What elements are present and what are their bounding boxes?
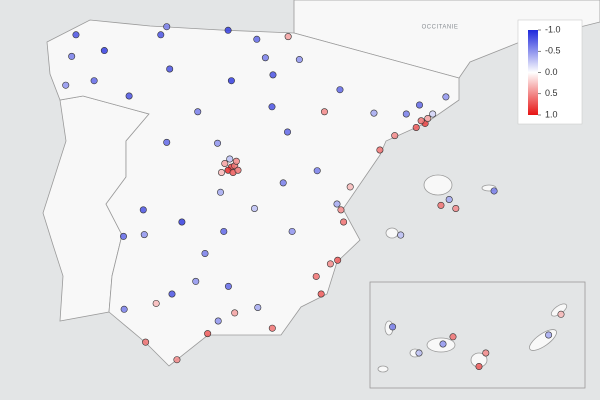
station-point	[334, 256, 342, 264]
station-point	[201, 250, 209, 258]
station-point	[269, 71, 277, 79]
station-point	[295, 56, 303, 64]
station-point	[326, 260, 334, 268]
station-point	[120, 305, 128, 313]
station-point	[279, 179, 287, 187]
station-point	[417, 117, 425, 125]
station-point	[437, 201, 445, 209]
colorbar-tick-label: 0.0	[545, 67, 558, 77]
points	[62, 23, 565, 370]
station-point	[62, 81, 70, 89]
station-point	[224, 282, 232, 290]
station-point	[545, 331, 553, 339]
station-point	[557, 310, 565, 318]
station-point	[125, 92, 133, 100]
ibiza	[385, 227, 399, 239]
station-point	[204, 330, 212, 338]
station-point	[157, 31, 165, 39]
colorbar	[528, 30, 538, 115]
station-point	[224, 26, 232, 34]
station-point	[227, 77, 235, 85]
station-point	[475, 362, 483, 370]
colorbar-tick-label: 0.5	[545, 88, 558, 98]
station-point	[173, 356, 181, 364]
station-point	[391, 132, 399, 140]
station-point	[90, 77, 98, 85]
station-point	[217, 188, 225, 196]
station-point	[312, 272, 320, 280]
mallorca	[423, 174, 453, 196]
station-point	[234, 166, 242, 174]
colorbar-tick-label: 1.0	[545, 109, 558, 119]
station-point	[168, 290, 176, 298]
station-point	[482, 349, 490, 357]
station-point	[232, 157, 240, 165]
station-point	[389, 323, 397, 331]
station-point	[68, 52, 76, 60]
station-point	[284, 33, 292, 41]
station-point	[415, 349, 423, 357]
station-point	[192, 277, 200, 285]
station-point	[288, 227, 296, 235]
station-point	[142, 338, 150, 346]
station-point	[119, 232, 127, 240]
station-point	[317, 290, 325, 298]
station-point	[268, 103, 276, 111]
station-point	[397, 231, 405, 239]
station-point	[178, 218, 186, 226]
station-point	[442, 93, 450, 101]
station-point	[283, 128, 291, 136]
station-point	[72, 31, 80, 39]
station-point	[214, 139, 222, 147]
station-point	[253, 35, 261, 43]
station-point	[261, 54, 269, 62]
station-point	[415, 101, 423, 109]
station-point	[429, 110, 437, 118]
station-point	[163, 138, 171, 146]
station-point	[490, 187, 498, 195]
station-point	[452, 205, 460, 213]
station-point	[166, 65, 174, 73]
station-point	[140, 231, 148, 239]
station-point	[337, 206, 345, 214]
station-point	[139, 206, 147, 214]
station-point	[449, 333, 457, 341]
station-point	[336, 86, 344, 94]
station-point	[221, 160, 229, 168]
station-point	[376, 146, 384, 154]
colorbar-tick-label: -0.5	[545, 46, 561, 56]
station-point	[370, 109, 378, 117]
station-point	[218, 169, 226, 177]
colorbar-ticks: -1.0 -0.5 0.0 0.5 1.0	[538, 24, 561, 119]
place-label: OCCITANIE	[422, 25, 459, 31]
station-point	[251, 205, 259, 213]
station-point	[445, 196, 453, 204]
station-point	[100, 47, 108, 55]
station-point	[268, 324, 276, 332]
el-hierro	[377, 365, 389, 373]
station-point	[194, 108, 202, 116]
station-point	[226, 155, 234, 163]
station-point	[313, 167, 321, 175]
station-point	[163, 23, 171, 31]
station-point	[340, 218, 348, 226]
station-point	[220, 227, 228, 235]
colorbar-tick-label: -1.0	[545, 24, 561, 34]
station-point	[254, 303, 262, 311]
spain	[46, 19, 460, 367]
station-point	[231, 309, 239, 317]
station-point	[439, 340, 447, 348]
station-point	[333, 200, 341, 208]
station-point	[424, 115, 432, 123]
station-point	[320, 108, 328, 116]
station-point	[402, 110, 410, 118]
station-point	[152, 299, 160, 307]
station-point	[214, 317, 222, 325]
station-point	[346, 183, 354, 191]
station-point	[412, 124, 420, 132]
